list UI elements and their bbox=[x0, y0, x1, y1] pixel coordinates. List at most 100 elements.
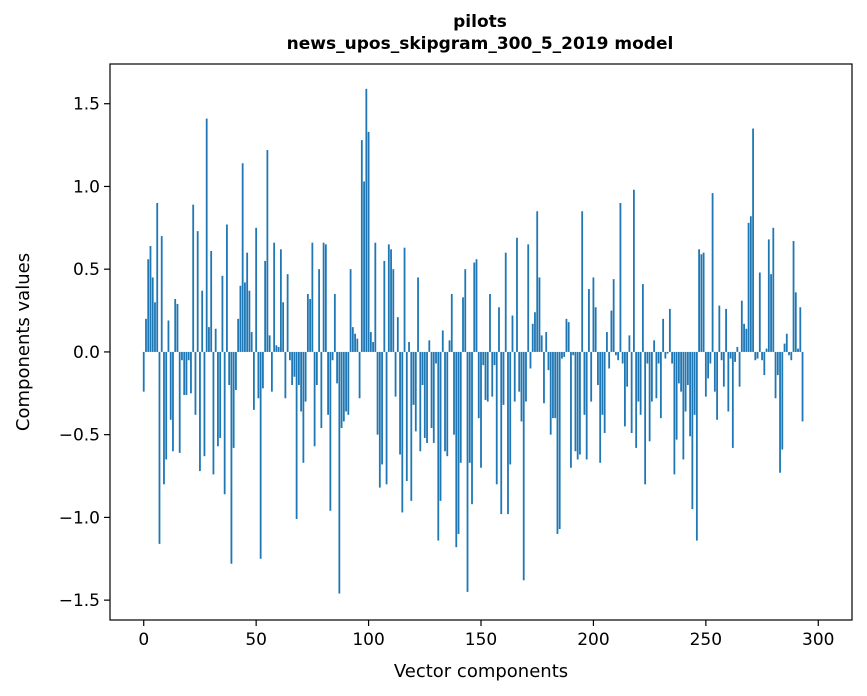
bar-57 bbox=[270, 351, 273, 392]
bar-107 bbox=[383, 260, 386, 352]
x-tick-label-100: 100 bbox=[352, 630, 384, 650]
bar-151 bbox=[482, 351, 485, 366]
bar-54 bbox=[264, 260, 267, 352]
bar-55 bbox=[266, 150, 269, 352]
bar-48 bbox=[250, 332, 253, 352]
bar-50 bbox=[255, 227, 258, 352]
bar-82 bbox=[327, 351, 329, 415]
bar-60 bbox=[277, 346, 280, 352]
bar-9 bbox=[163, 351, 165, 485]
bar-80 bbox=[322, 242, 325, 352]
bar-37 bbox=[226, 224, 228, 352]
bar-214 bbox=[624, 351, 626, 427]
bar-237 bbox=[675, 351, 678, 440]
bar-120 bbox=[412, 351, 415, 405]
bar-197 bbox=[585, 351, 588, 460]
bar-104 bbox=[376, 351, 379, 435]
bar-23 bbox=[194, 351, 197, 415]
bar-22 bbox=[192, 204, 195, 352]
bar-68 bbox=[295, 351, 298, 520]
bar-244 bbox=[691, 351, 694, 510]
bar-53 bbox=[262, 351, 264, 389]
bar-43 bbox=[239, 285, 242, 352]
bar-59 bbox=[275, 345, 278, 352]
bar-232 bbox=[664, 351, 667, 359]
bar-185 bbox=[558, 351, 561, 529]
bar-223 bbox=[644, 351, 647, 485]
bar-111 bbox=[392, 269, 395, 352]
bar-119 bbox=[410, 351, 413, 501]
bar-229 bbox=[657, 351, 660, 364]
bar-154 bbox=[489, 294, 491, 352]
bar-205 bbox=[603, 351, 606, 434]
bar-215 bbox=[626, 351, 629, 387]
bar-161 bbox=[504, 252, 507, 352]
bar-0 bbox=[142, 351, 145, 392]
y-tick-label-0: −1.5 bbox=[59, 591, 100, 611]
bar-63 bbox=[284, 351, 287, 399]
bar-213 bbox=[621, 351, 624, 364]
bar-71 bbox=[302, 351, 305, 463]
bar-123 bbox=[419, 351, 422, 452]
bar-274 bbox=[758, 272, 761, 352]
bar-201 bbox=[594, 307, 597, 352]
bar-288 bbox=[790, 351, 793, 361]
bar-114 bbox=[399, 351, 401, 455]
bar-130 bbox=[435, 351, 437, 364]
bar-176 bbox=[538, 277, 541, 352]
bar-267 bbox=[743, 323, 745, 352]
bar-160 bbox=[502, 351, 505, 405]
bar-33 bbox=[217, 351, 219, 447]
bar-282 bbox=[776, 351, 779, 376]
y-axis-label: Components values bbox=[13, 253, 34, 431]
bar-137 bbox=[450, 294, 453, 352]
bar-46 bbox=[246, 252, 249, 352]
bar-85 bbox=[333, 294, 336, 352]
bar-29 bbox=[208, 327, 210, 352]
bar-184 bbox=[556, 351, 559, 534]
bar-272 bbox=[754, 351, 757, 361]
bar-204 bbox=[601, 351, 604, 415]
bar-217 bbox=[630, 351, 633, 434]
chart-title: pilots bbox=[453, 12, 507, 32]
bar-238 bbox=[677, 351, 680, 384]
bar-241 bbox=[684, 351, 687, 412]
bar-235 bbox=[671, 351, 674, 364]
bar-16 bbox=[178, 351, 181, 453]
bar-224 bbox=[646, 351, 649, 364]
bar-143 bbox=[464, 269, 467, 352]
bar-133 bbox=[441, 330, 444, 352]
bar-26 bbox=[201, 290, 204, 352]
bar-284 bbox=[781, 351, 784, 450]
bar-279 bbox=[770, 274, 772, 352]
bar-32 bbox=[214, 328, 217, 352]
bar-105 bbox=[378, 351, 381, 488]
bar-10 bbox=[165, 351, 168, 460]
bar-100 bbox=[367, 131, 370, 352]
bar-292 bbox=[799, 307, 802, 352]
bar-52 bbox=[259, 351, 262, 559]
bar-233 bbox=[666, 351, 669, 354]
bar-170 bbox=[525, 351, 527, 402]
bar-169 bbox=[522, 351, 525, 581]
bar-285 bbox=[783, 343, 786, 352]
bar-35 bbox=[221, 275, 224, 352]
bar-242 bbox=[686, 351, 689, 386]
bar-135 bbox=[446, 351, 449, 457]
bar-195 bbox=[581, 211, 584, 352]
bar-219 bbox=[635, 351, 638, 448]
bar-45 bbox=[244, 282, 246, 352]
bar-72 bbox=[304, 351, 307, 402]
y-tick-label-1: −1.0 bbox=[59, 508, 100, 528]
bar-193 bbox=[576, 351, 579, 460]
bar-110 bbox=[390, 249, 392, 352]
bar-149 bbox=[477, 351, 480, 419]
bar-136 bbox=[448, 340, 451, 352]
bar-187 bbox=[563, 351, 566, 357]
bar-210 bbox=[615, 351, 617, 356]
bar-174 bbox=[534, 312, 536, 352]
bar-131 bbox=[437, 351, 440, 541]
bar-103 bbox=[374, 242, 377, 352]
bar-132 bbox=[439, 351, 442, 501]
